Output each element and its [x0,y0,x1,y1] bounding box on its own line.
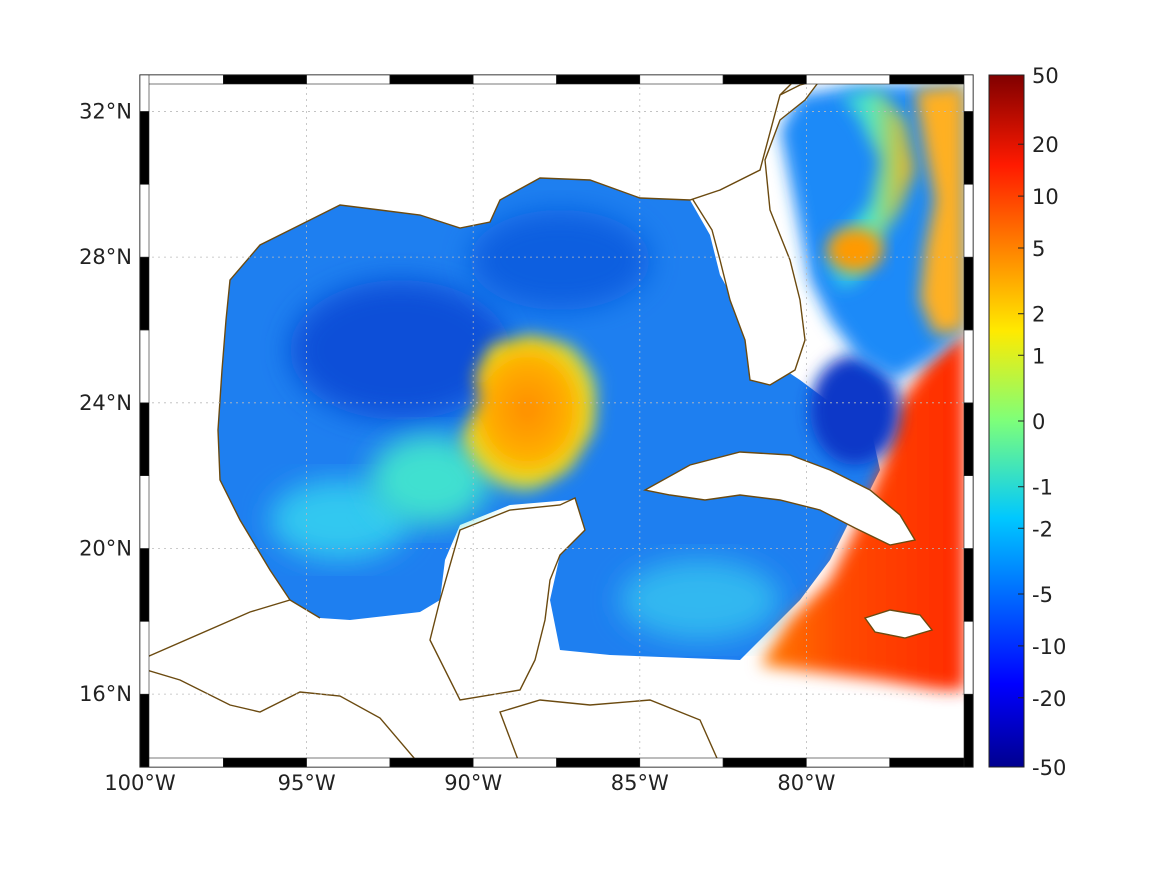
frame-segment-left [139,402,150,476]
blue-core-north [470,210,650,310]
colorbar-tick-label: -5 [1032,583,1053,607]
frame-segment-top [472,74,557,85]
y-tick-label: 32°N [79,99,132,123]
frame-segment-left [139,693,150,768]
frame-segment-bottom [306,757,391,768]
east-orange-band [915,85,965,335]
y-tick-label: 28°N [79,245,132,269]
frame-segment-top [306,74,391,85]
frame-segment-right [963,693,974,768]
colorbar-tick-label: -1 [1032,476,1053,500]
x-tick-label: 80°W [777,771,835,795]
atlantic-warm-region [760,330,965,690]
frame-segment-right [963,329,974,404]
y-tick-label: 20°N [79,536,132,560]
frame-segment-bottom [806,757,891,768]
colorbar-tick-label: 5 [1032,237,1045,261]
colorbar-tick-label: 2 [1032,303,1045,327]
frame-segment-bottom [556,757,641,768]
y-tick-label: 24°N [79,391,132,415]
frame-segment-right [963,402,974,476]
cyan-patch-caribbean [620,560,780,640]
frame-segment-top [639,74,724,85]
frame-segment-bottom [639,757,724,768]
frame-segment-right [963,475,974,549]
blue-core-west [290,280,510,420]
cyan-patch-sw [270,480,410,560]
frame-segment-top [389,74,474,85]
y-tick-labels: 32°N 28°N 24°N 20°N 16°N [79,99,132,706]
central-america [140,667,422,766]
frame-segment-left [139,329,150,404]
frame-segment-right [963,183,974,258]
x-tick-label: 95°W [278,771,336,795]
yucatan-peninsula [429,497,586,701]
colorbar-tick-label: 0 [1032,410,1045,434]
warm-eddy-north [827,228,883,272]
frame-segment-bottom [889,757,974,768]
honduras-coast [499,699,722,766]
colorbar-tick-label: 50 [1032,64,1059,88]
y-tick-label: 16°N [79,682,132,706]
frame-segment-left [139,183,150,258]
field-layer [218,85,965,690]
frame-segment-top [556,74,641,85]
mexico-gulf-coast [140,75,801,661]
land-mask [140,75,934,766]
frame-segment-top [223,74,307,85]
frame-segment-left [139,111,150,185]
colorbar-tick-label: -20 [1032,687,1066,711]
frame-segment-right [963,74,974,112]
frame-ticks [139,74,974,768]
colorbar-tick-label: 1 [1032,344,1045,368]
frame-segment-bottom [389,757,474,768]
colorbar-tick-label: -10 [1032,635,1066,659]
frame-segment-top [139,74,224,85]
frame-segment-right [963,111,974,185]
x-tick-label: 100°W [104,771,176,795]
cuba-island [642,451,917,546]
frame-segment-bottom [139,757,224,768]
gridlines [140,75,973,767]
frame-segment-left [139,74,150,112]
frame-segment-right [963,548,974,622]
frame-segment-top [722,74,807,85]
x-tick-label: 85°W [611,771,669,795]
loop-current-eddy [455,335,600,500]
frame-segment-left [139,548,150,622]
x-tick-label: 90°W [444,771,502,795]
frame-segment-top [806,74,891,85]
frame-segment-bottom [722,757,807,768]
straits-blue-core [810,355,900,465]
frame-segment-left [139,621,150,695]
x-tick-labels: 100°W 95°W 90°W 85°W 80°W [104,771,835,795]
jamaica-island [863,609,934,639]
colorbar-tick-label: -50 [1032,756,1066,780]
frame-segment-right [963,621,974,695]
colorbar-tick-label: 10 [1032,185,1059,209]
frame-segment-bottom [223,757,307,768]
colorbar-tick-label: -2 [1032,517,1053,541]
frame-segment-left [139,256,150,331]
frame-segment-top [889,74,974,85]
frame-segment-right [963,256,974,331]
frame-segment-bottom [472,757,557,768]
frame-segment-left [139,475,150,549]
colorbar-tick-label: 20 [1032,133,1059,157]
